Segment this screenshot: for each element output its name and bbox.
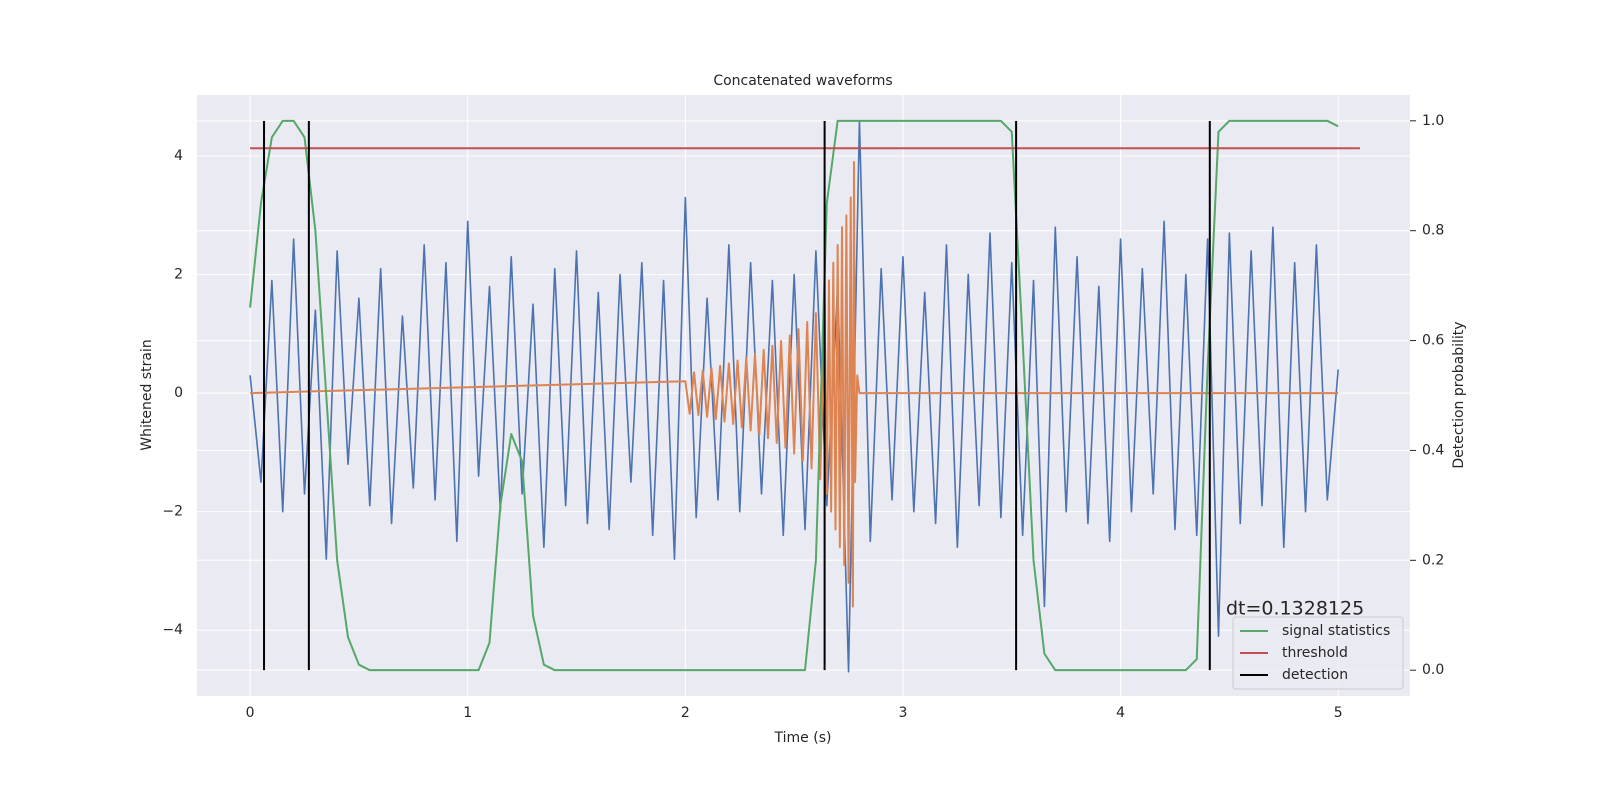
x-tick-label: 5 (1334, 705, 1343, 721)
y-tick-label: −4 (162, 622, 183, 638)
y2-tick-label: 1.0 (1422, 113, 1444, 129)
y-tick-label: 0 (174, 385, 183, 401)
x-tick-label: 4 (1116, 705, 1125, 721)
x-tick-label: 2 (681, 705, 690, 721)
legend: signal statistics threshold detection (1232, 616, 1404, 690)
marks (249, 119, 1360, 673)
x-axis-label: Time (s) (774, 730, 832, 746)
y-axis-label: Whitened strain (139, 339, 155, 450)
x-tick-label: 3 (898, 705, 907, 721)
y2-axis-label: Detection probability (1451, 321, 1467, 468)
chart-title: Concatenated waveforms (713, 73, 892, 89)
series-line (249, 119, 1339, 672)
y-tick-label: 4 (174, 148, 183, 164)
plot-area (197, 95, 1410, 696)
y-tick-label: −2 (162, 504, 183, 520)
y2-tick-label: 0.8 (1422, 223, 1444, 239)
legend-label: signal statistics (1282, 623, 1390, 639)
y2-tick-label: 0.4 (1422, 442, 1444, 458)
x-tick-label: 0 (246, 705, 255, 721)
x-tick-label: 1 (463, 705, 472, 721)
legend-box (1232, 616, 1404, 690)
annotation: dt=0.1328125 (1226, 598, 1364, 620)
series-line (250, 160, 1339, 608)
y-tick-label: 2 (174, 267, 183, 283)
legend-label: threshold (1282, 645, 1348, 661)
y2-tick-label: 0.6 (1422, 333, 1444, 349)
y2-tick-label: 0.0 (1422, 662, 1444, 678)
series-line (249, 119, 1339, 673)
legend-label: detection (1282, 667, 1348, 683)
y2-tick-label: 0.2 (1422, 552, 1444, 568)
